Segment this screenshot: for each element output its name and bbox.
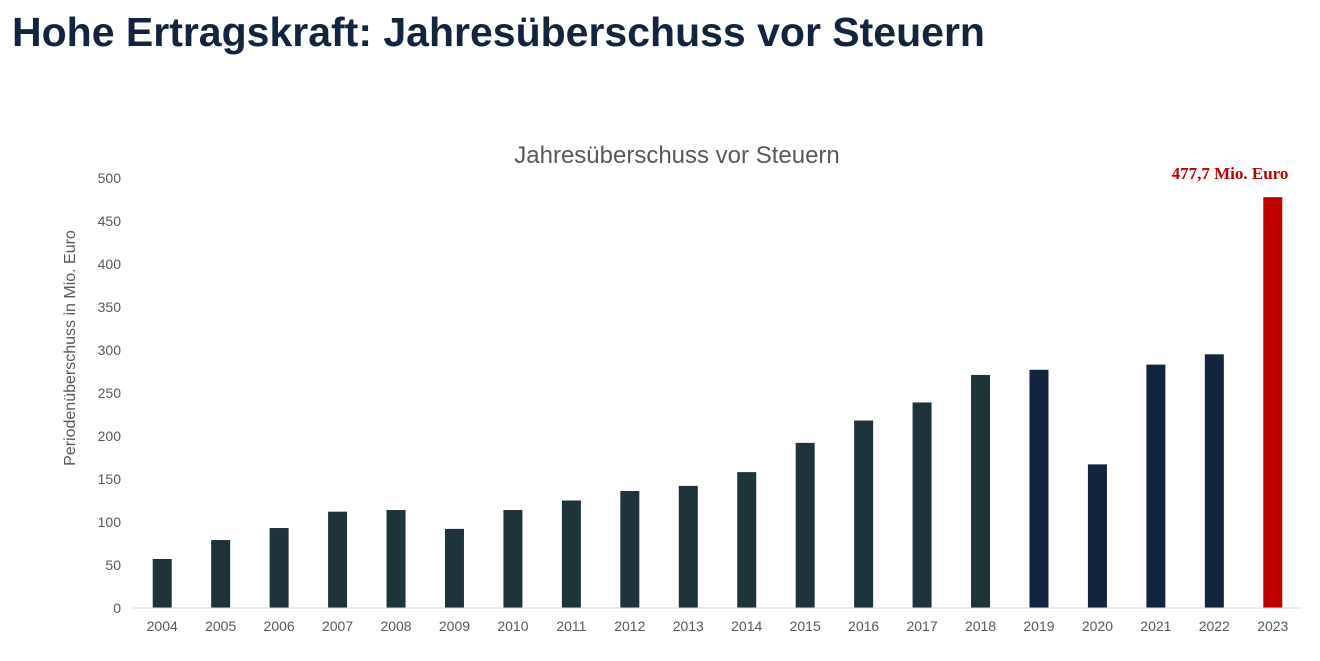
x-tick-label: 2017 bbox=[906, 618, 937, 634]
y-tick-label: 350 bbox=[98, 299, 122, 315]
bar-2006 bbox=[269, 528, 289, 608]
x-tick-label: 2023 bbox=[1257, 618, 1288, 634]
y-tick-label: 200 bbox=[98, 428, 122, 444]
x-tick-label: 2016 bbox=[848, 618, 879, 634]
bar-2019 bbox=[1029, 369, 1049, 608]
bar-2007 bbox=[328, 511, 348, 608]
bar-2013 bbox=[678, 485, 698, 608]
bar-2008 bbox=[386, 509, 406, 608]
y-tick-label: 50 bbox=[105, 557, 121, 573]
x-tick-label: 2012 bbox=[614, 618, 645, 634]
bar-2004 bbox=[152, 558, 172, 608]
x-tick-label: 2005 bbox=[205, 618, 236, 634]
x-tick-label: 2018 bbox=[965, 618, 996, 634]
bar-2015 bbox=[795, 442, 815, 608]
y-tick-label: 300 bbox=[98, 342, 122, 358]
bar-2011 bbox=[561, 500, 581, 608]
bar-2010 bbox=[503, 509, 523, 608]
bar-2023 bbox=[1263, 197, 1283, 609]
x-tick-label: 2008 bbox=[380, 618, 411, 634]
bar-2017 bbox=[912, 402, 932, 608]
bar-2018 bbox=[971, 374, 991, 608]
x-tick-label: 2011 bbox=[556, 618, 586, 634]
bar-2022 bbox=[1204, 354, 1224, 608]
bar-2005 bbox=[211, 540, 231, 608]
y-tick-label: 100 bbox=[98, 514, 122, 530]
x-tick-label: 2006 bbox=[264, 618, 295, 634]
page-title: Hohe Ertragskraft: Jahresüberschuss vor … bbox=[12, 9, 985, 55]
y-tick-label: 500 bbox=[98, 170, 122, 186]
x-tick-label: 2013 bbox=[673, 618, 704, 634]
x-tick-label: 2004 bbox=[147, 618, 178, 634]
x-tick-label: 2007 bbox=[322, 618, 353, 634]
bar-2009 bbox=[444, 528, 464, 608]
x-tick-label: 2020 bbox=[1082, 618, 1113, 634]
y-tick-label: 150 bbox=[98, 471, 122, 487]
y-tick-label: 400 bbox=[98, 256, 122, 272]
x-tick-label: 2015 bbox=[790, 618, 821, 634]
chart-title: Jahresüberschuss vor Steuern bbox=[514, 142, 840, 169]
x-tick-label: 2010 bbox=[497, 618, 528, 634]
bars bbox=[152, 197, 1283, 609]
x-tick-label: 2021 bbox=[1140, 618, 1171, 634]
y-axis-title: Periodenüberschuss in Mio. Euro bbox=[62, 230, 79, 466]
x-tick-label: 2019 bbox=[1023, 618, 1054, 634]
x-tick-label: 2014 bbox=[731, 618, 762, 634]
y-axis-ticks: 0 50 100 150 200 250 300 350 400 450 500 bbox=[98, 170, 122, 616]
bar-2021 bbox=[1146, 364, 1166, 608]
value-callout: 477,7 Mio. Euro bbox=[1172, 164, 1289, 183]
y-tick-label: 450 bbox=[98, 213, 122, 229]
bar-2020 bbox=[1087, 464, 1107, 608]
x-tick-label: 2009 bbox=[439, 618, 470, 634]
bar-2012 bbox=[620, 491, 640, 608]
y-tick-label: 250 bbox=[98, 385, 122, 401]
bar-2014 bbox=[737, 472, 757, 608]
bar-2016 bbox=[854, 420, 874, 608]
x-tick-label: 2022 bbox=[1199, 618, 1230, 634]
x-axis-ticks: 2004 2005 2006 2007 2008 2009 2010 2011 2012 2013… bbox=[147, 618, 1289, 634]
y-tick-label: 0 bbox=[113, 600, 121, 616]
